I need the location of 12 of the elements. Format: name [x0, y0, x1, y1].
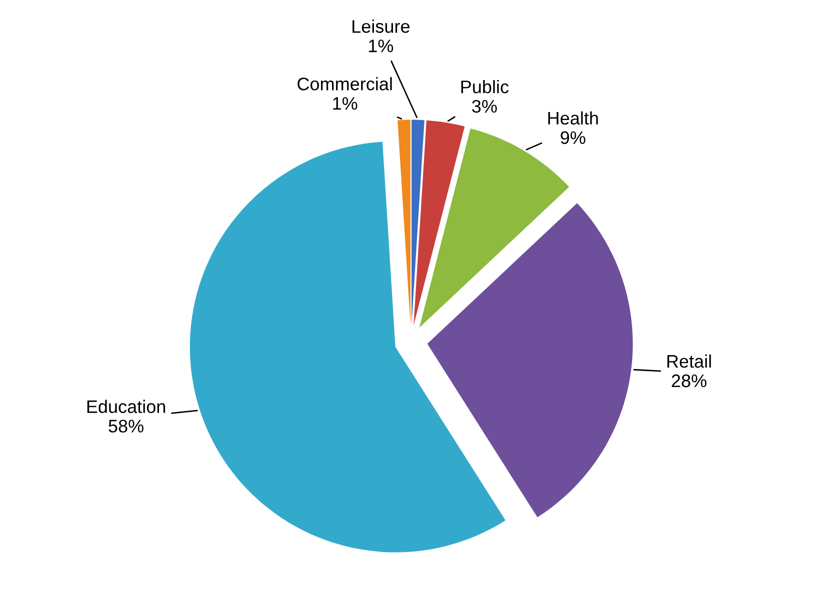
slice-label: Retail — [667, 354, 711, 368]
slice-label: Health — [548, 111, 598, 125]
data-label: 1% — [369, 40, 394, 52]
data-label: 58% — [108, 420, 144, 433]
slice-label: Leisure — [352, 20, 410, 33]
data-label: 9% — [560, 131, 586, 144]
data-label: 3% — [472, 100, 497, 113]
slice-label: Education — [87, 400, 166, 414]
slice-label: Public — [461, 80, 509, 94]
data-label: 28% — [672, 374, 706, 388]
slice-label: Commercial — [298, 77, 392, 90]
data-label: 1% — [333, 97, 358, 110]
